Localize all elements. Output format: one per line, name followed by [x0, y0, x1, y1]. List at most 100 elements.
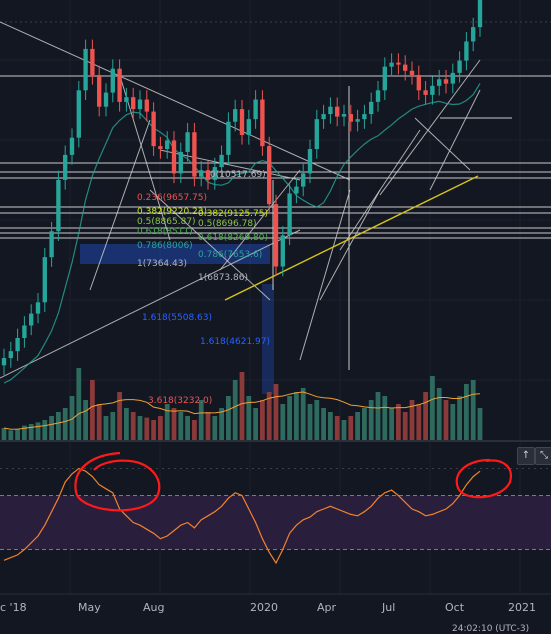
candle-body: [178, 151, 183, 174]
candle-body: [457, 60, 462, 73]
volume-bar: [436, 388, 442, 440]
candle-body: [205, 170, 211, 180]
x-tick-label: Oct: [445, 601, 465, 614]
volume-bar: [355, 412, 360, 440]
trendline: [379, 59, 481, 196]
collapse-button[interactable]: ⤡: [535, 447, 551, 465]
candle-body: [90, 48, 95, 75]
volume-bar: [56, 412, 61, 440]
volume-bar: [430, 376, 435, 440]
candle-body: [151, 111, 156, 147]
candle-body: [49, 231, 54, 258]
volume-bar: [443, 400, 449, 440]
volume-bar: [246, 396, 252, 440]
volume-bar: [348, 416, 354, 440]
candle-body: [464, 41, 469, 61]
volume-bar: [151, 420, 156, 440]
candle-body: [267, 146, 272, 205]
candle-body: [124, 97, 129, 102]
candle-body: [341, 114, 347, 117]
volume-bar: [192, 420, 197, 440]
volume-bar: [287, 396, 292, 440]
candle-body: [199, 170, 204, 177]
candle-body: [450, 72, 455, 84]
volume-bar: [294, 392, 299, 440]
volume-bar: [103, 416, 109, 440]
volume-bar: [171, 408, 177, 440]
fib-level-label: 0.618(8269.80): [198, 233, 268, 243]
candle-body: [307, 149, 313, 174]
fib-labels-lower: 0.382(9125.75)0.5(8696.78) 0.618(8269.80)…: [148, 209, 270, 406]
trendline: [159, 149, 301, 181]
trendline: [429, 89, 481, 191]
volume-bar: [334, 416, 340, 440]
trendlines: [0, 21, 481, 384]
candle-body: [1, 358, 7, 366]
trendline: [0, 229, 301, 379]
scroll-up-button[interactable]: ↑: [517, 447, 535, 465]
candles: [1, 0, 483, 375]
volume-bar: [49, 416, 54, 440]
fib-labels-upper: 0(10517.69)0.236(9657.75)0.382(9220.23)0…: [137, 170, 266, 323]
volume-bar: [42, 420, 48, 440]
candle-body: [287, 193, 292, 236]
candle-body: [233, 109, 238, 122]
fib-level-label: 0.382(9220.23): [137, 207, 207, 217]
trendline: [299, 189, 351, 361]
candle-body: [314, 119, 319, 150]
x-tick-label: Apr: [317, 601, 337, 614]
volume-bar: [375, 392, 381, 440]
volume-bars: [1, 368, 483, 440]
volume-moving-average: [3, 391, 481, 430]
candle-body: [8, 351, 13, 359]
volume-bar: [280, 404, 286, 440]
trendline: [414, 117, 471, 171]
volume-bar: [90, 380, 95, 440]
volume-bar: [8, 430, 14, 440]
volume-bar: [232, 380, 238, 440]
fib-level-label: 1(6873.86): [198, 273, 248, 283]
fib-level-label: 0.5(8865.87): [137, 217, 196, 227]
volume-bar: [470, 380, 476, 440]
volume-bar: [314, 400, 320, 440]
candle-body: [117, 68, 122, 102]
time-readout: 24:02:10 (UTC-3): [452, 624, 530, 634]
candle-body: [355, 119, 360, 122]
oscillator-band-fill: [0, 495, 551, 550]
candle-body: [56, 179, 61, 232]
volume-bar: [368, 400, 374, 440]
candle-body: [280, 235, 285, 267]
fib-level-label: 0.786(7653.6): [198, 250, 262, 260]
candle-body: [409, 70, 415, 75]
fib-level-label: 0.618(8511): [137, 227, 193, 237]
fib-level-label: 3.618(3232.0): [148, 396, 212, 406]
candle-body: [321, 114, 326, 120]
volume-bar: [450, 404, 456, 440]
volume-bar: [382, 396, 388, 440]
fib-level-label: 0.5(8696.78): [198, 219, 257, 229]
candle-body: [131, 97, 136, 110]
fib-level-label: 0(10517.69): [210, 170, 266, 180]
candle-body: [110, 68, 115, 93]
volume-bar: [185, 416, 190, 440]
candle-body: [260, 99, 265, 147]
fib-level-label: 1.618(4621.97): [200, 337, 270, 347]
candle-body: [192, 132, 197, 177]
yellow-trendline: [224, 175, 479, 301]
candle-body: [246, 119, 251, 135]
volume-bar: [300, 388, 306, 440]
candle-body: [158, 146, 163, 150]
candle-body: [76, 90, 81, 138]
volume-bar: [423, 392, 428, 440]
collapse-icon: ⤡: [540, 450, 548, 461]
candle-body: [423, 90, 428, 95]
candle-body: [348, 114, 353, 122]
fib-level-label: 0.786(8006): [137, 241, 193, 251]
candle-body: [165, 140, 170, 150]
candle-body: [63, 154, 68, 180]
volume-bar: [477, 408, 483, 440]
candle-body: [22, 325, 27, 338]
volume-bar: [83, 400, 88, 440]
volume-bar: [402, 412, 408, 440]
